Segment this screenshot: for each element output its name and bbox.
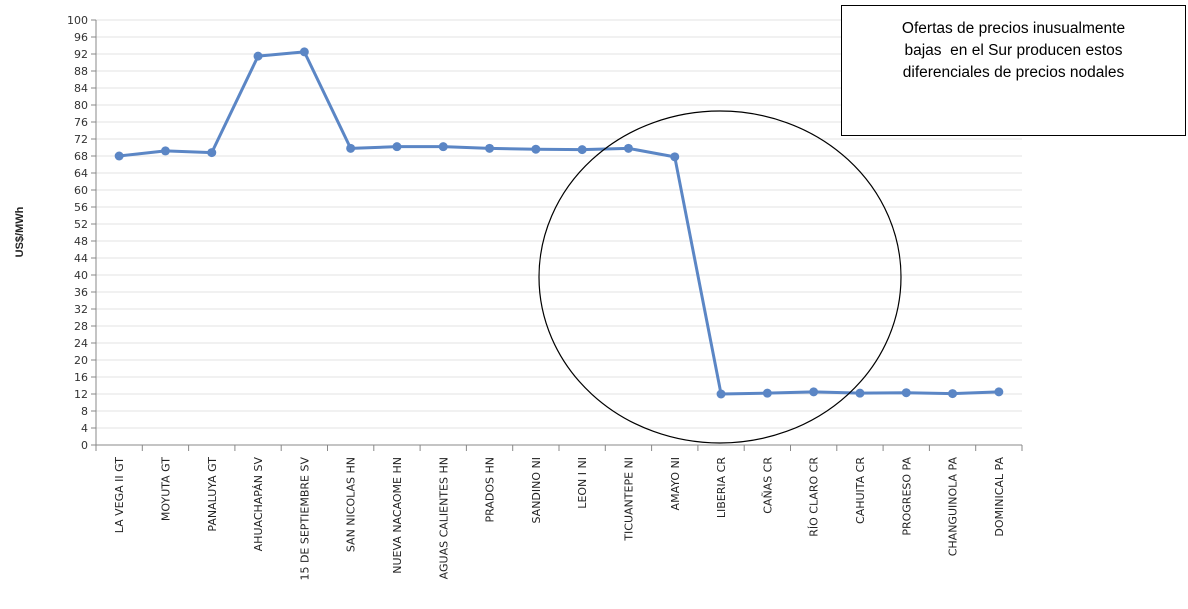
x-tick-label: LEON I NI [576, 457, 589, 509]
x-tick-label: PANALUYA GT [206, 457, 219, 532]
y-axis-label: US$/MWh [14, 206, 26, 257]
annotation-line-3: diferenciales de precios nodales [902, 64, 1125, 81]
data-point [670, 152, 680, 162]
y-tick-label: 88 [74, 65, 88, 78]
y-tick-label: 84 [74, 82, 88, 95]
y-tick-label: 72 [74, 133, 88, 146]
x-tick-labels: LA VEGA II GT MOYUTA GT PANALUYA GT AHUACHA… [113, 457, 1006, 581]
data-point [716, 389, 726, 399]
data-point [392, 142, 402, 152]
data-point [855, 388, 865, 398]
data-point [114, 151, 124, 161]
y-tick-label: 40 [74, 269, 88, 282]
y-tick-label: 44 [74, 252, 88, 265]
data-point [253, 51, 263, 61]
y-tick-label: 36 [74, 286, 88, 299]
data-point [485, 143, 495, 153]
x-tick-label: PRADOS HN [484, 457, 497, 522]
x-tick-label: 15 DE SEPTIEMBRE SV [298, 457, 311, 581]
x-tick-label: SANDINO NI [530, 457, 543, 524]
data-point [623, 143, 633, 153]
x-tick-label: AGUAS CALIENTES HN [437, 457, 450, 579]
x-tick-label: NUEVA NACAOME HN [391, 457, 404, 574]
annotation-line-2: bajas en el Sur producen estos [904, 42, 1123, 59]
annotation-line-1: Ofertas de precios inusualmente [901, 20, 1126, 37]
y-tick-label: 48 [74, 235, 88, 248]
x-tick-label: SAN NICOLAS HN [345, 457, 358, 552]
x-tick-label: LA VEGA II GT [113, 457, 126, 534]
x-tick-label: PROGRESO PA [900, 457, 913, 536]
data-point [438, 142, 448, 152]
x-tick-label: AMAYO NI [669, 457, 682, 510]
annotation-box: Ofertas de precios inusualmente bajas en… [841, 5, 1186, 136]
data-point [299, 47, 309, 57]
x-tick-label: DOMINICAL PA [993, 457, 1006, 537]
y-tick-label: 52 [74, 218, 88, 231]
y-tick-label: 24 [74, 337, 88, 350]
axes [91, 19, 1023, 451]
y-tick-label: 28 [74, 320, 88, 333]
x-tick-label: CHANGUINOLA PA [947, 457, 960, 557]
series-line [117, 50, 1001, 396]
data-point [994, 387, 1004, 397]
data-point [531, 144, 541, 154]
y-tick-label: 0 [81, 439, 88, 452]
y-tick-label: 4 [81, 422, 88, 435]
data-point [809, 387, 819, 397]
data-point [577, 145, 587, 155]
data-point [762, 388, 772, 398]
data-series [114, 47, 1004, 399]
y-tick-label: 68 [74, 150, 88, 163]
y-tick-label: 60 [74, 184, 88, 197]
y-tick-label: 76 [74, 116, 88, 129]
x-tick-label: TICUANTEPE NI [622, 457, 635, 542]
data-point [901, 388, 911, 398]
y-tick-label: 96 [74, 31, 88, 44]
y-tick-label: 56 [74, 201, 88, 214]
highlight-ellipse [538, 110, 902, 444]
y-tick-label: 64 [74, 167, 88, 180]
x-tick-label: CAHUITA CR [854, 457, 867, 524]
y-tick-label: 12 [74, 388, 88, 401]
x-tick-label: LIBERIA CR [715, 457, 728, 518]
y-tick-label: 80 [74, 99, 88, 112]
y-tick-label: 92 [74, 48, 88, 61]
data-point [207, 148, 217, 158]
y-tick-label: 100 [67, 14, 88, 27]
y-tick-labels: 0481216202428323640444852566064687276808… [67, 14, 88, 452]
data-point [160, 146, 170, 156]
data-point [346, 143, 356, 153]
data-point [948, 389, 958, 399]
y-tick-label: 16 [74, 371, 88, 384]
x-tick-label: RÍO CLARO CR [808, 457, 821, 537]
y-tick-label: 32 [74, 303, 88, 316]
y-tick-label: 8 [81, 405, 88, 418]
x-tick-label: CAÑAS CR [761, 457, 774, 514]
x-tick-label: AHUACHAPÁN SV [252, 457, 265, 552]
x-tick-label: MOYUTA GT [159, 457, 172, 521]
y-tick-label: 20 [74, 354, 88, 367]
